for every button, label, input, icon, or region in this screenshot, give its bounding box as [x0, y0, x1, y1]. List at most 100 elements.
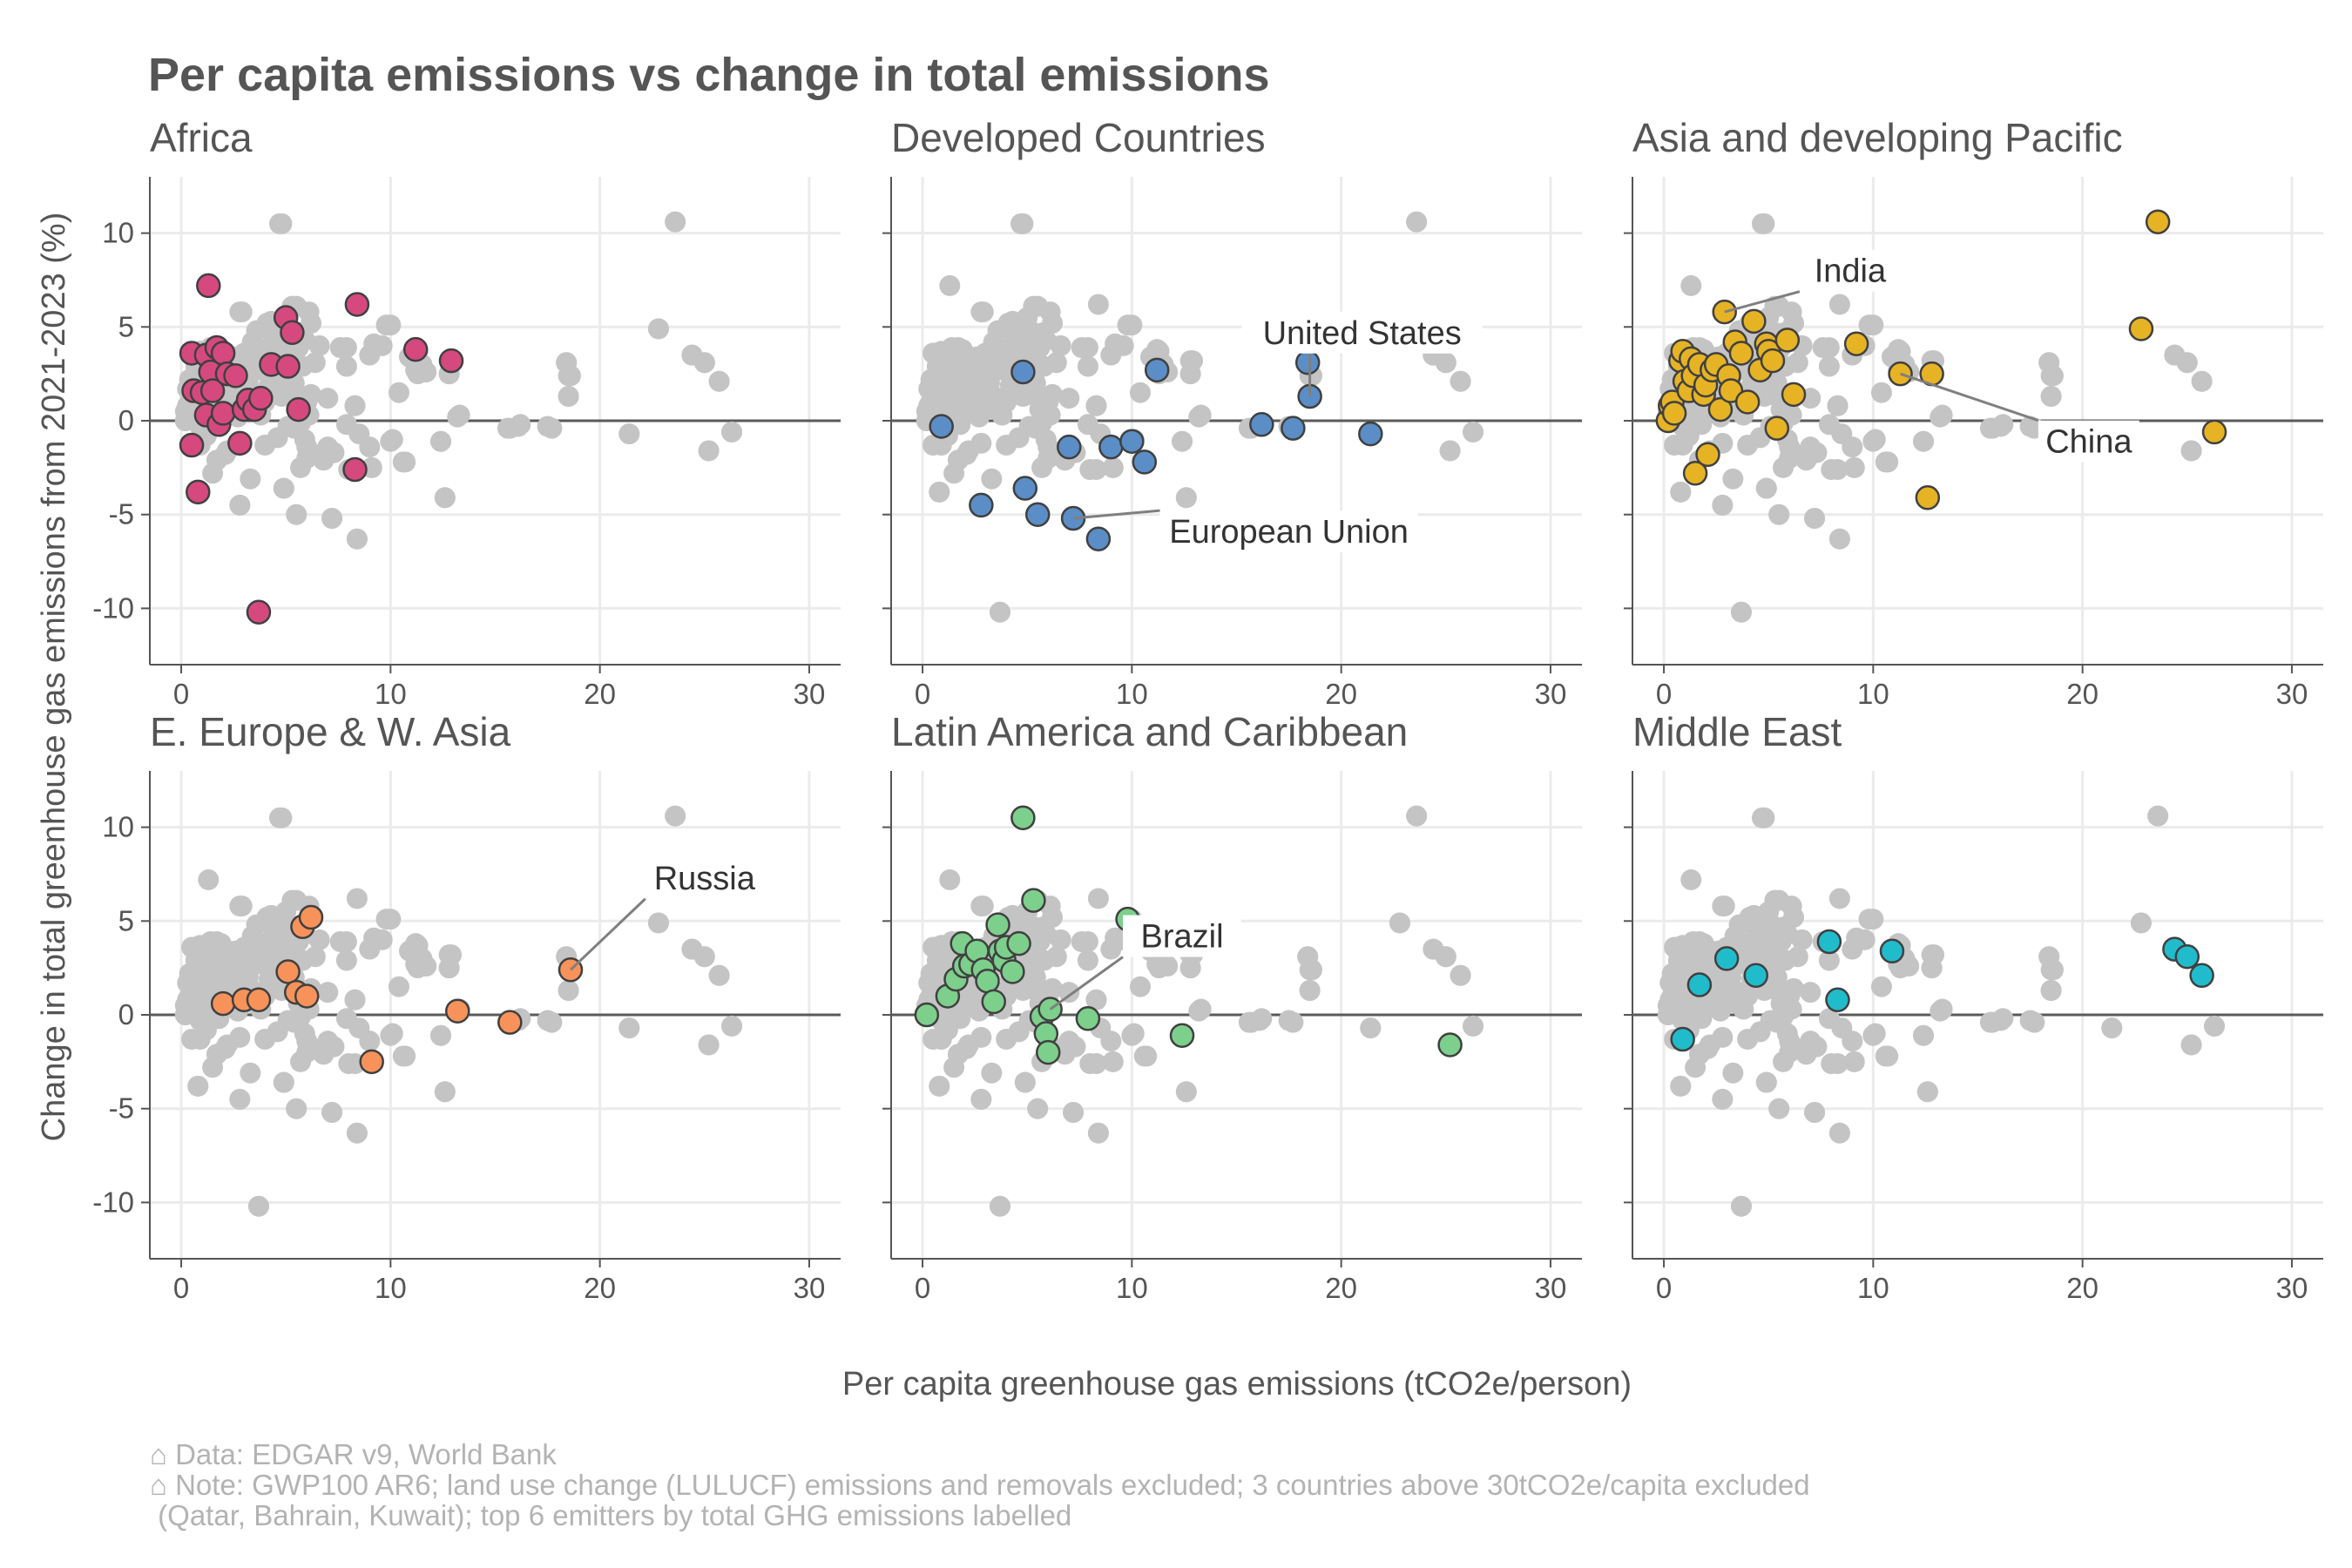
background-point [438, 957, 460, 979]
data-point-africa [246, 599, 272, 625]
background-point [968, 406, 990, 428]
background-point [1751, 213, 1773, 234]
background-point [268, 213, 290, 234]
x-tick-label: 30 [1535, 678, 1567, 710]
background-point [1248, 1010, 1270, 1031]
background-point [1087, 294, 1109, 315]
facet-e-europe-w-asia: E. Europe & W. Asia 0 10 20 30 10 5 0 -5 -10 Russi… [92, 709, 841, 1304]
background-point [344, 989, 366, 1010]
background-point [1768, 504, 1790, 525]
background-point [1087, 888, 1109, 909]
background-point [693, 946, 715, 968]
background-point [229, 1088, 251, 1110]
data-point-latin-america-and-caribbean [914, 1002, 940, 1028]
background-point [195, 1019, 217, 1041]
x-tick-label: 30 [2276, 1272, 2308, 1304]
background-point [268, 807, 290, 828]
background-point [1760, 1010, 1781, 1031]
x-tick-label: 30 [794, 1272, 826, 1304]
background-point [1828, 1122, 1850, 1144]
background-point [199, 931, 221, 952]
data-point-africa [186, 479, 211, 505]
data-point-developed-countries [1057, 434, 1082, 460]
background-point [323, 1036, 345, 1058]
data-point-middle-east [1825, 987, 1850, 1013]
x-tick-label: 10 [1116, 1272, 1148, 1304]
background-point [2176, 352, 2198, 374]
background-point [708, 964, 730, 986]
data-point-latin-america-and-caribbean [985, 912, 1010, 937]
background-point [229, 301, 251, 323]
background-point [1463, 421, 1484, 443]
background-point [989, 1195, 1010, 1217]
data-point-africa [210, 401, 236, 426]
callout-box [1799, 249, 1901, 292]
background-point [1827, 395, 1848, 416]
data-point-e-europe-w-asia [210, 990, 236, 1017]
data-point-middle-east [1713, 946, 1740, 971]
background-point [537, 1010, 558, 1031]
x-tick-label: 30 [2276, 678, 2308, 710]
background-point [335, 950, 357, 971]
y-tick-label: 10 [102, 811, 134, 843]
background-point [1812, 337, 1834, 358]
background-point [416, 362, 437, 382]
background-point [273, 477, 294, 499]
background-point [1050, 335, 1071, 356]
background-point [1077, 950, 1098, 971]
background-point [198, 868, 220, 890]
background-point [290, 1051, 312, 1072]
background-point [247, 1195, 269, 1217]
background-point [430, 430, 452, 452]
background-point [1787, 352, 1808, 374]
background-point [981, 468, 1003, 490]
background-point [1010, 316, 1031, 338]
data-point-latin-america-and-caribbean [1075, 1006, 1101, 1031]
background-point [2101, 1017, 2123, 1039]
background-point [1079, 1053, 1101, 1074]
background-point [1733, 998, 1754, 1020]
background-point [434, 487, 456, 509]
background-point [1029, 931, 1051, 952]
data-point-asia-and-developing-pacific [1661, 401, 1687, 426]
background-point [1913, 1024, 1935, 1046]
data-point-developed-countries [1281, 416, 1306, 441]
data-point-developed-countries [1294, 349, 1321, 375]
background-point [382, 1023, 403, 1044]
background-point [1010, 910, 1031, 932]
background-point [1755, 1071, 1777, 1093]
background-point [941, 337, 963, 358]
background-point [989, 601, 1010, 623]
background-point [1085, 395, 1107, 416]
background-point [1045, 352, 1067, 374]
data-point-asia-and-developing-pacific [1764, 416, 1790, 441]
background-point [1435, 352, 1456, 374]
background-point [321, 1102, 343, 1123]
data-point-developed-countries [1098, 434, 1124, 460]
background-point [229, 896, 251, 917]
x-tick-label: 10 [1116, 678, 1148, 710]
data-point-asia-and-developing-pacific [1781, 382, 1807, 408]
background-point [1831, 1017, 1853, 1039]
background-point [2040, 365, 2062, 387]
background-point [1389, 912, 1410, 934]
background-point [698, 440, 720, 462]
background-point [1045, 946, 1067, 968]
background-point [1406, 211, 1428, 233]
background-point [558, 365, 579, 387]
background-point [388, 976, 409, 997]
background-point [344, 395, 366, 416]
background-point [558, 980, 579, 1001]
background-point [286, 1098, 308, 1119]
background-point [1179, 957, 1201, 979]
background-point [1828, 888, 1850, 909]
background-point [1299, 959, 1321, 981]
background-point [1730, 601, 1752, 623]
background-point [1898, 956, 1920, 977]
facet-middle-east: Middle East 0 10 20 30 [1624, 709, 2323, 1304]
background-point [346, 528, 368, 550]
background-point [1787, 946, 1808, 968]
data-point-e-europe-w-asia [497, 1010, 523, 1035]
y-axis-label: Change in total greenhouse gas emissions… [36, 213, 72, 1142]
